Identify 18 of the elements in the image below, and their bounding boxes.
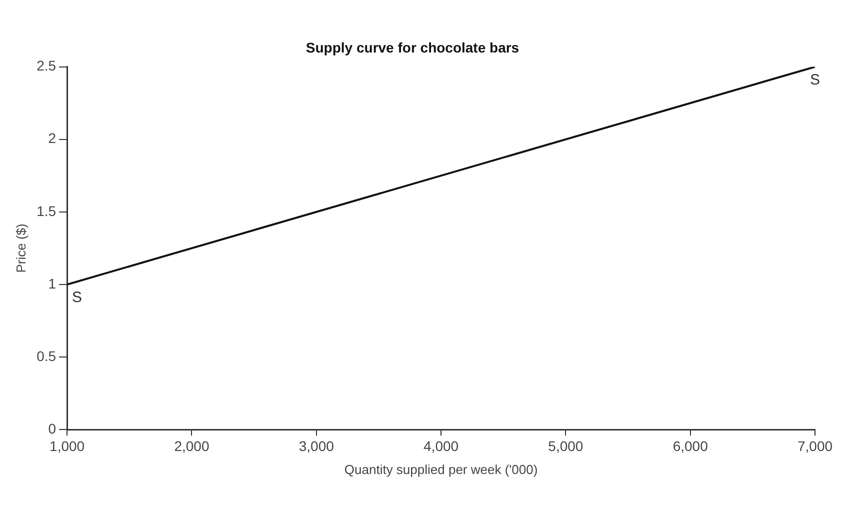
x-tick-label: 6,000 bbox=[672, 438, 708, 454]
x-tick-label: 4,000 bbox=[424, 438, 459, 454]
x-tick-label: 5,000 bbox=[548, 438, 584, 454]
y-tick-label: 1 bbox=[48, 275, 56, 292]
y-axis-title: Price ($) bbox=[13, 224, 28, 273]
chart-title: Supply curve for chocolate bars bbox=[306, 39, 520, 56]
annotation: S bbox=[72, 289, 82, 306]
annotation: S bbox=[810, 71, 820, 88]
x-tick-label: 7,000 bbox=[797, 438, 833, 454]
x-tick-label: 3,000 bbox=[298, 438, 334, 454]
x-axis-title: Quantity supplied per week ('000) bbox=[344, 462, 538, 477]
y-tick-label: 0.5 bbox=[36, 348, 56, 364]
y-tick-label: 0 bbox=[48, 420, 56, 436]
y-tick-label: 2 bbox=[48, 130, 56, 146]
x-tick-label: 2,000 bbox=[174, 438, 210, 454]
y-tick-label: 2.5 bbox=[36, 58, 56, 74]
x-tick-label: 1,000 bbox=[50, 438, 85, 454]
y-tick-label: 1.5 bbox=[36, 202, 56, 219]
